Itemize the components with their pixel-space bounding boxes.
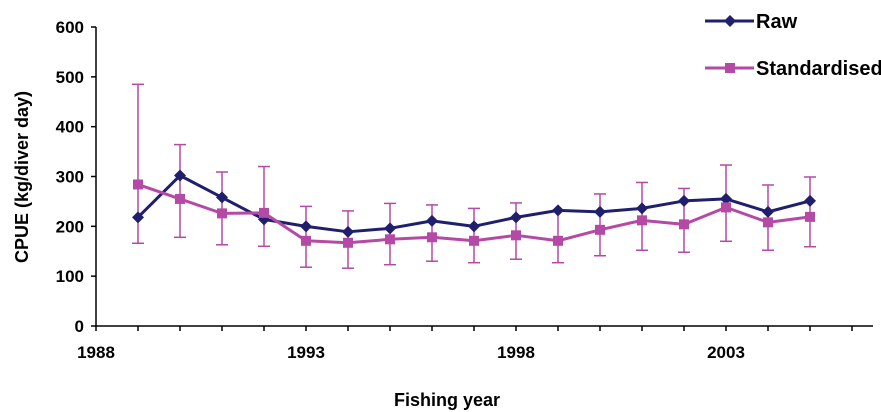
data-point-standardised <box>595 224 605 235</box>
y-tick-label: 200 <box>56 217 84 236</box>
x-tick-label: 1993 <box>287 343 325 362</box>
x-tick-label: 2003 <box>707 343 745 362</box>
data-point-raw <box>384 222 396 235</box>
data-point-standardised <box>679 219 689 230</box>
x-tick-label: 1998 <box>497 343 535 362</box>
data-point-standardised <box>721 202 731 213</box>
y-tick-label: 300 <box>56 168 84 187</box>
data-point-standardised <box>511 230 521 241</box>
data-point-standardised <box>217 208 227 219</box>
data-point-raw <box>678 194 690 207</box>
y-tick-label: 500 <box>56 68 84 87</box>
x-tick-label: 1988 <box>77 343 115 362</box>
data-point-raw <box>552 204 564 217</box>
y-tick-label: 400 <box>56 118 84 137</box>
data-point-raw <box>174 169 186 182</box>
data-point-standardised <box>343 237 353 248</box>
data-point-standardised <box>427 232 437 243</box>
tick-labels: 0 100 200 300 400 500 600 1988 1993 1998 2003 <box>56 18 745 362</box>
legend-label-standardised: Standardised <box>756 58 881 80</box>
data-point-standardised <box>553 235 563 246</box>
y-axis-title: CPUE (kg/diver day) <box>12 91 32 263</box>
x-axis-title: Fishing year <box>394 390 500 410</box>
data-point-standardised <box>175 193 185 204</box>
data-point-standardised <box>385 234 395 245</box>
series-markers <box>132 169 816 248</box>
y-tick-label: 0 <box>75 317 84 336</box>
data-point-raw <box>636 202 648 215</box>
data-point-raw <box>426 214 438 227</box>
legend-marker-standardised <box>725 63 735 73</box>
data-point-raw <box>594 205 606 218</box>
data-point-raw <box>510 211 522 224</box>
data-point-raw <box>720 192 732 205</box>
data-point-standardised <box>469 235 479 246</box>
data-point-standardised <box>133 179 143 190</box>
legend-label-raw: Raw <box>756 11 798 33</box>
axes <box>91 26 873 331</box>
data-point-raw <box>762 205 774 218</box>
y-tick-label: 100 <box>56 267 84 286</box>
data-point-raw <box>132 211 144 224</box>
y-tick-label: 600 <box>56 18 84 37</box>
data-point-standardised <box>805 211 815 222</box>
data-point-raw <box>300 220 312 233</box>
data-point-raw <box>468 220 480 233</box>
data-point-standardised <box>637 215 647 226</box>
legend: Raw Standardised <box>705 11 881 80</box>
data-point-standardised <box>763 217 773 228</box>
data-point-raw <box>342 225 354 238</box>
data-point-standardised <box>259 207 269 218</box>
data-point-standardised <box>301 235 311 246</box>
data-point-raw <box>804 194 816 207</box>
legend-marker-raw <box>724 15 736 27</box>
data-point-raw <box>216 191 228 204</box>
